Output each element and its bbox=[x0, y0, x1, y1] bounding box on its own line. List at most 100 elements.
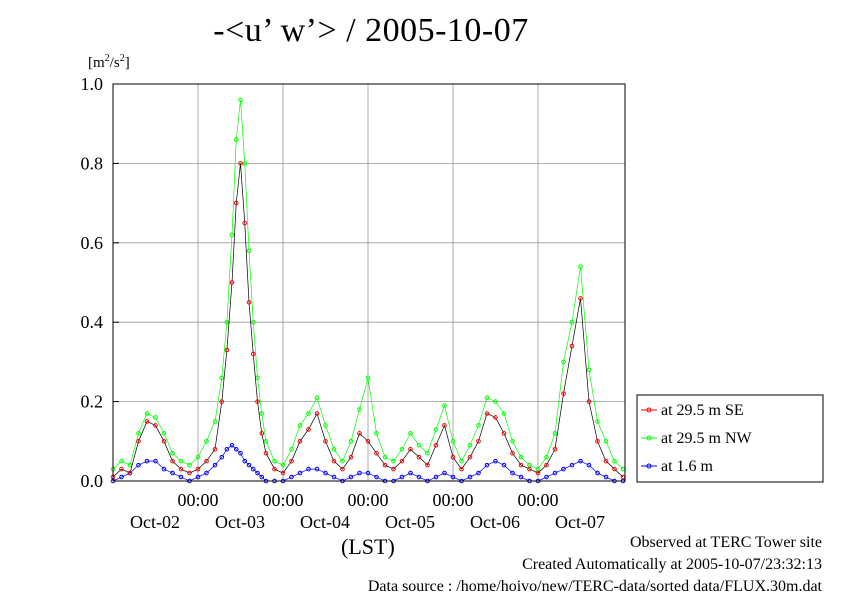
x-tick-date: Oct-03 bbox=[215, 512, 265, 532]
data-point bbox=[348, 474, 354, 480]
plot-frame bbox=[112, 83, 626, 482]
data-point bbox=[612, 466, 617, 472]
data-point bbox=[246, 300, 252, 305]
data-point bbox=[391, 466, 396, 472]
data-point bbox=[399, 446, 405, 452]
data-point bbox=[212, 446, 218, 452]
data-point bbox=[357, 470, 362, 476]
data-point bbox=[136, 431, 141, 436]
data-point bbox=[314, 411, 320, 416]
data-point bbox=[484, 395, 490, 400]
data-point bbox=[263, 439, 269, 444]
data-point bbox=[233, 446, 239, 452]
data-point bbox=[501, 411, 507, 416]
data-point bbox=[357, 431, 362, 436]
data-point bbox=[263, 450, 269, 456]
data-point bbox=[259, 474, 265, 480]
legend-entry: at 1.6 m bbox=[661, 458, 714, 475]
series-layer bbox=[110, 97, 626, 484]
data-point bbox=[467, 474, 473, 480]
data-point bbox=[493, 415, 498, 420]
data-point bbox=[136, 462, 141, 468]
data-point bbox=[433, 442, 439, 448]
data-point bbox=[595, 419, 600, 424]
data-point bbox=[484, 411, 490, 416]
data-point bbox=[331, 474, 337, 480]
data-point bbox=[467, 442, 473, 448]
x-axis-label: (LST) bbox=[341, 534, 395, 559]
data-point bbox=[612, 458, 617, 464]
data-point bbox=[552, 470, 558, 476]
data-point bbox=[365, 439, 371, 444]
data-point bbox=[620, 466, 626, 472]
data-point bbox=[561, 466, 566, 472]
data-point bbox=[527, 466, 532, 472]
data-point bbox=[195, 466, 201, 472]
data-point bbox=[586, 399, 592, 404]
chart-title-text: -<u’ w’> / 2005-10-07 bbox=[213, 12, 529, 49]
data-point bbox=[297, 439, 303, 444]
data-point bbox=[578, 264, 583, 269]
data-point bbox=[224, 347, 230, 353]
data-point bbox=[195, 454, 201, 460]
data-point bbox=[229, 442, 235, 448]
data-point bbox=[569, 462, 575, 468]
data-point bbox=[242, 220, 248, 226]
y-tick-label: 0.8 bbox=[81, 153, 104, 173]
y-ticks: 0.0 0.2 0.4 0.6 0.8 1.0 bbox=[81, 74, 119, 491]
data-point bbox=[238, 450, 243, 456]
data-point bbox=[136, 439, 141, 444]
data-point bbox=[544, 454, 549, 460]
data-point bbox=[306, 466, 311, 472]
data-point bbox=[518, 454, 524, 460]
data-point bbox=[476, 423, 481, 428]
data-point bbox=[314, 466, 320, 472]
data-point bbox=[340, 466, 345, 472]
data-point bbox=[442, 470, 447, 476]
legend-swatch-marker bbox=[646, 435, 652, 441]
data-point bbox=[476, 470, 481, 476]
data-point bbox=[586, 462, 592, 468]
data-point bbox=[484, 462, 490, 468]
data-point bbox=[518, 474, 524, 480]
data-point bbox=[153, 415, 158, 420]
data-point bbox=[233, 137, 239, 142]
data-point bbox=[119, 474, 124, 480]
data-point bbox=[561, 359, 566, 365]
data-point bbox=[195, 474, 201, 480]
data-point bbox=[119, 458, 124, 464]
data-point bbox=[219, 454, 225, 460]
footer-observed: Observed at TERC Tower site bbox=[629, 534, 822, 551]
data-point bbox=[238, 161, 243, 166]
data-point bbox=[595, 439, 600, 444]
data-point bbox=[229, 232, 235, 238]
y-tick-label: 1.0 bbox=[81, 74, 104, 94]
data-point bbox=[459, 458, 464, 464]
x-tick-time: 00:00 bbox=[432, 490, 473, 510]
data-point bbox=[578, 458, 583, 464]
data-point bbox=[219, 375, 225, 381]
data-point bbox=[450, 454, 456, 460]
data-point bbox=[170, 450, 175, 456]
data-point bbox=[620, 474, 626, 480]
unit-sup1: 2 bbox=[104, 53, 110, 64]
data-point bbox=[382, 454, 388, 460]
data-point bbox=[178, 474, 184, 480]
x-tick-date: Oct-05 bbox=[385, 512, 435, 532]
data-point bbox=[433, 427, 439, 432]
y-tick-label: 0.0 bbox=[81, 471, 104, 491]
data-point bbox=[442, 423, 447, 428]
data-point bbox=[374, 474, 379, 480]
x-tick-date: Oct-07 bbox=[555, 512, 605, 532]
y-axis-unit: [m2/s2] bbox=[88, 53, 130, 72]
data-point bbox=[595, 470, 600, 476]
data-point bbox=[433, 474, 439, 480]
data-point bbox=[408, 446, 413, 452]
data-point bbox=[229, 280, 235, 285]
data-point bbox=[552, 431, 558, 436]
data-point bbox=[603, 474, 609, 480]
x-tick-date: Oct-02 bbox=[130, 512, 180, 532]
unit-sup2: 2 bbox=[119, 53, 125, 64]
data-point bbox=[289, 446, 294, 452]
